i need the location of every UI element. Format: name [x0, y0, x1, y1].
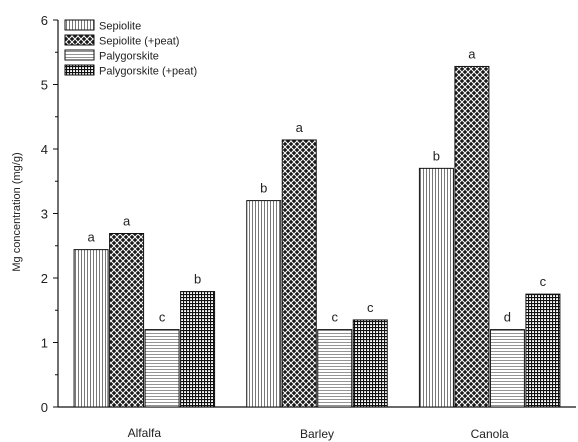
bar-barley-palygorskite-peat [352, 319, 388, 408]
legend-label: Sepiolite (+peat) [99, 36, 179, 48]
legend-swatch [64, 19, 95, 31]
bar-alfalfa-palygorskite [144, 329, 180, 408]
bar-significance-label: d [504, 310, 511, 325]
y-tick-label: 1 [41, 336, 48, 351]
bar-significance-label: c [332, 310, 339, 325]
bar-alfalfa-sepiolite [73, 249, 109, 408]
bar-barley-sepiolite [246, 200, 282, 408]
bar-significance-label: c [367, 300, 374, 315]
legend-label: Sepiolite [99, 21, 141, 33]
bar-significance-label: c [540, 274, 547, 289]
y-axis-ticks: 0 1 2 3 4 5 6 [41, 13, 58, 415]
x-category-label: Barley [300, 427, 334, 441]
x-category-label: Alfalfa [128, 426, 162, 440]
legend-swatch [64, 64, 95, 76]
legend-label: Palygorskite [99, 51, 159, 63]
bar-canola-palygorskite [489, 329, 525, 408]
bar-significance-labels: a a c b b a c c b a d c [87, 46, 546, 324]
legend: Sepiolite Sepiolite (+peat) Palygorskite Pa… [64, 19, 197, 78]
legend-swatch [64, 49, 95, 61]
y-tick-label: 6 [41, 13, 48, 28]
y-tick-label: 4 [41, 142, 48, 157]
bar-significance-label: b [194, 272, 201, 287]
y-tick-label: 0 [41, 400, 48, 415]
legend-label: Palygorskite (+peat) [99, 66, 197, 78]
legend-swatch [64, 34, 95, 46]
y-tick-label: 2 [41, 271, 48, 286]
y-tick-label: 5 [41, 78, 48, 93]
bar-significance-label: a [296, 120, 304, 135]
bar-barley-palygorskite [317, 329, 353, 408]
bar-significance-label: b [433, 148, 440, 163]
bar-alfalfa-palygorskite-peat [180, 291, 216, 408]
x-axis-categories: Alfalfa Barley Canola [128, 426, 509, 441]
bar-canola-sepiolite-peat [454, 65, 490, 408]
bar-significance-label: a [123, 213, 131, 228]
bar-significance-label: b [260, 181, 267, 196]
bar-significance-label: a [468, 46, 476, 61]
bar-canola-palygorskite-peat [525, 293, 561, 408]
bar-significance-label: c [159, 310, 166, 325]
y-axis-title: Mg concentration (mg/g) [11, 152, 23, 271]
bar-alfalfa-sepiolite-peat [109, 232, 145, 408]
bar-barley-sepiolite-peat [281, 139, 317, 408]
x-category-label: Canola [471, 427, 509, 441]
bar-significance-label: a [87, 230, 95, 245]
bars [73, 65, 561, 408]
bar-canola-sepiolite [418, 167, 454, 408]
y-tick-label: 3 [41, 207, 48, 222]
